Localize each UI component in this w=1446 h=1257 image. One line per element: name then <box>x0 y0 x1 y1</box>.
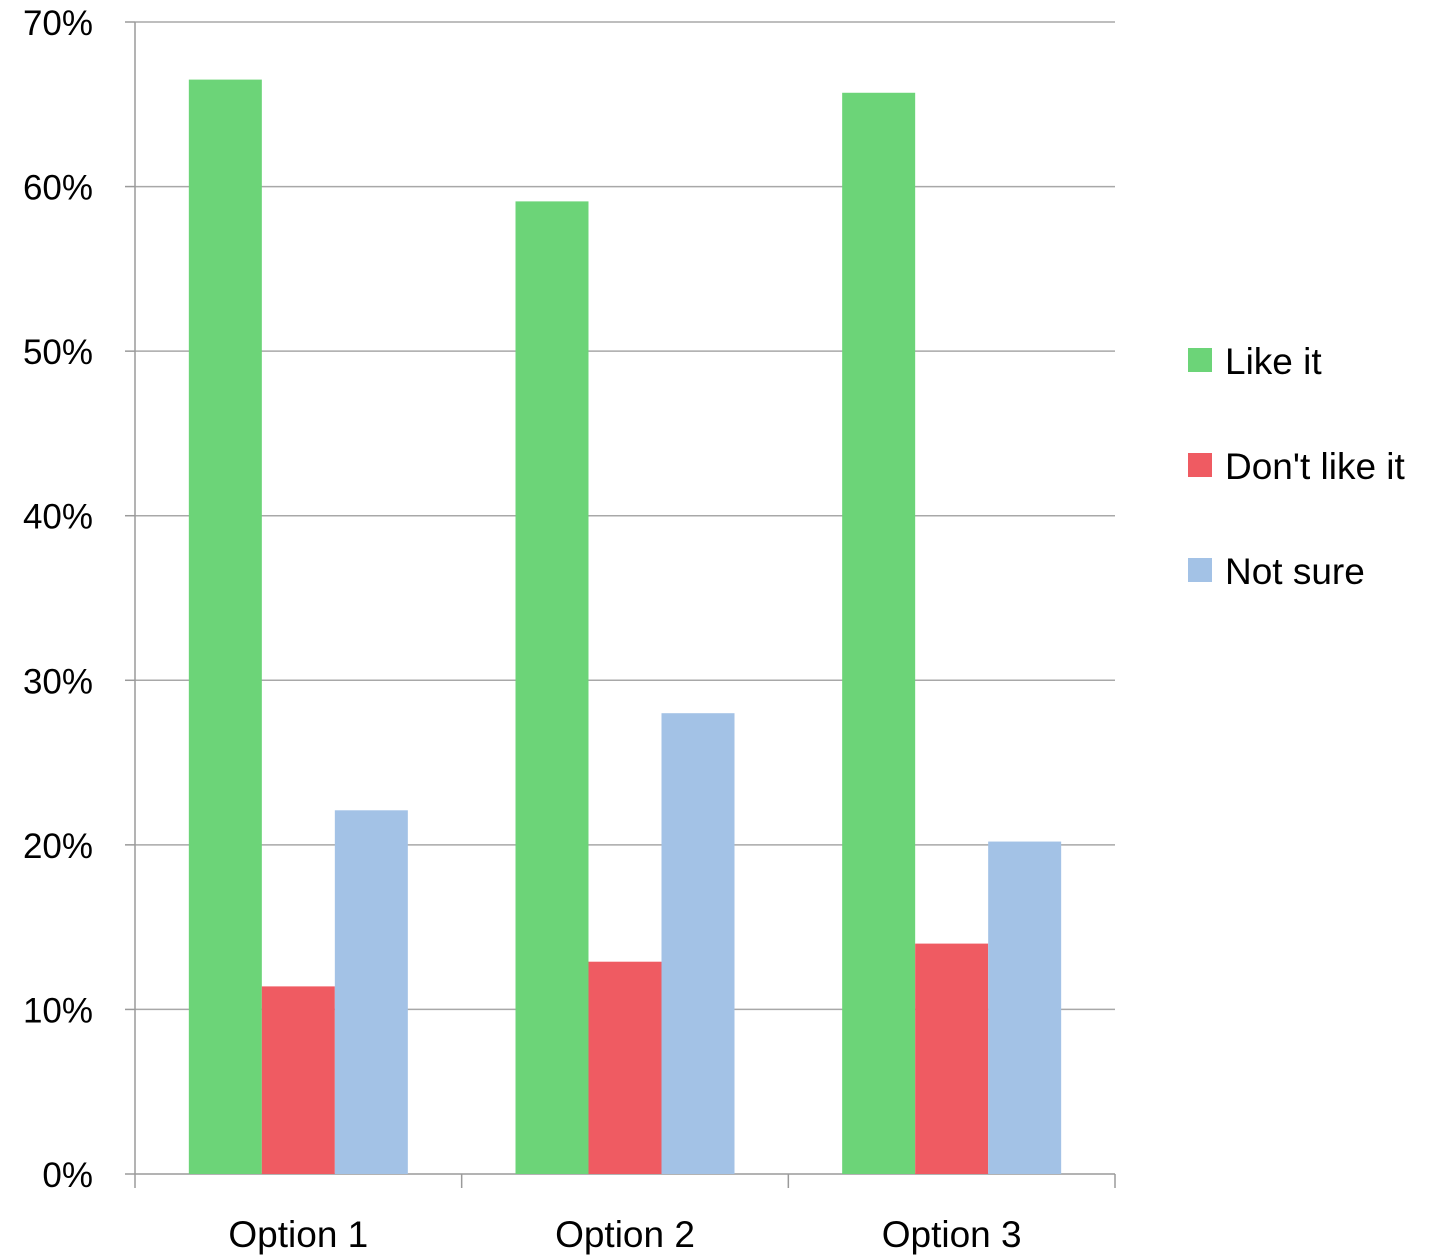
x-category-label: Option 1 <box>228 1214 368 1255</box>
x-axis-category-labels: Option 1 Option 2 Option 3 <box>228 1214 1021 1255</box>
y-tick-label: 60% <box>23 169 93 208</box>
bar-like-it-2 <box>515 201 589 1174</box>
y-tick-label: 40% <box>23 498 93 537</box>
bar-like-it-3 <box>842 92 916 1174</box>
y-tick-label: 10% <box>23 991 93 1030</box>
y-tick-label: 50% <box>23 333 93 372</box>
x-category-label: Option 2 <box>555 1214 695 1255</box>
bar-don-t-like-it-1 <box>261 986 335 1174</box>
bar-don-t-like-it-3 <box>915 943 989 1174</box>
bars <box>188 79 1062 1175</box>
y-tick-label: 30% <box>23 662 93 701</box>
y-tick-label: 0% <box>42 1156 93 1195</box>
bar-not-sure-3 <box>988 841 1062 1174</box>
legend-swatch <box>1188 453 1212 477</box>
bar-like-it-1 <box>188 79 262 1175</box>
legend-swatch <box>1188 348 1212 372</box>
bar-not-sure-2 <box>661 713 735 1174</box>
legend-swatch <box>1188 558 1212 582</box>
bar-don-t-like-it-2 <box>588 961 662 1174</box>
legend-label: Don't like it <box>1225 446 1406 487</box>
x-category-label: Option 3 <box>882 1214 1022 1255</box>
y-tick-label: 20% <box>23 827 93 866</box>
legend-label: Like it <box>1225 341 1322 382</box>
y-axis-tick-labels: 0% 10% 20% 30% 40% 50% 60% 70% <box>23 4 93 1195</box>
y-tick-label: 70% <box>23 4 93 43</box>
bar-not-sure-1 <box>334 810 408 1174</box>
legend-label: Not sure <box>1225 551 1365 592</box>
gridlines <box>135 21 1115 1011</box>
legend: Like it Don't like it Not sure <box>1188 341 1406 592</box>
